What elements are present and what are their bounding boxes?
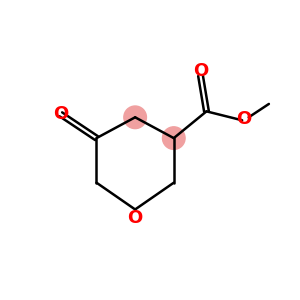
Circle shape	[163, 127, 185, 149]
Text: O: O	[236, 110, 251, 128]
Text: O: O	[193, 62, 208, 80]
Text: O: O	[128, 209, 143, 227]
Text: O: O	[53, 105, 68, 123]
Circle shape	[124, 106, 146, 129]
